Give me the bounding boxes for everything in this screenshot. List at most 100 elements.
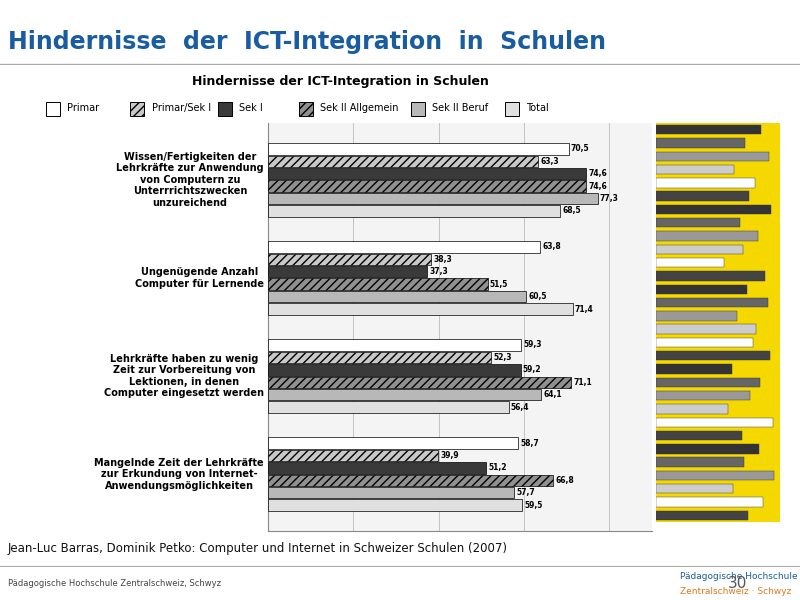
Bar bbox=[268, 278, 488, 290]
Bar bbox=[656, 125, 762, 134]
Bar bbox=[656, 205, 771, 214]
FancyBboxPatch shape bbox=[505, 102, 518, 116]
Bar bbox=[656, 218, 740, 227]
Bar bbox=[656, 298, 768, 307]
Text: Jean-Luc Barras, Dominik Petko: Computer und Internet in Schweizer Schulen (2007: Jean-Luc Barras, Dominik Petko: Computer… bbox=[8, 542, 508, 555]
Bar bbox=[268, 499, 522, 511]
Bar bbox=[268, 254, 431, 265]
Text: 52,3: 52,3 bbox=[494, 353, 512, 362]
Text: 38,3: 38,3 bbox=[434, 255, 452, 264]
Bar bbox=[656, 444, 759, 454]
Bar bbox=[656, 497, 762, 507]
Text: 63,8: 63,8 bbox=[542, 242, 561, 251]
Text: 37,3: 37,3 bbox=[430, 267, 448, 276]
Text: 51,5: 51,5 bbox=[490, 280, 508, 289]
Bar bbox=[268, 437, 518, 449]
FancyBboxPatch shape bbox=[46, 102, 60, 116]
Text: Sek II Allgemein: Sek II Allgemein bbox=[320, 103, 398, 113]
Bar bbox=[656, 471, 774, 480]
Bar bbox=[656, 178, 755, 188]
Text: 59,3: 59,3 bbox=[523, 340, 542, 349]
Text: 58,7: 58,7 bbox=[521, 439, 539, 448]
Bar bbox=[656, 418, 773, 427]
Bar bbox=[268, 377, 571, 388]
Text: Primar: Primar bbox=[67, 103, 99, 113]
Bar bbox=[656, 138, 746, 148]
FancyBboxPatch shape bbox=[411, 102, 425, 116]
Text: 74,6: 74,6 bbox=[589, 169, 607, 178]
Bar bbox=[268, 291, 526, 302]
Text: 77,3: 77,3 bbox=[600, 194, 619, 203]
Bar bbox=[268, 168, 586, 179]
Text: Hindernisse  der  ICT-Integration  in  Schulen: Hindernisse der ICT-Integration in Schul… bbox=[8, 29, 606, 53]
Bar bbox=[268, 401, 509, 413]
Bar bbox=[268, 487, 514, 499]
Text: 68,5: 68,5 bbox=[562, 206, 581, 215]
Bar bbox=[656, 377, 760, 387]
FancyBboxPatch shape bbox=[218, 102, 231, 116]
Text: 71,4: 71,4 bbox=[574, 305, 594, 314]
Text: Sek II Beruf: Sek II Beruf bbox=[433, 103, 489, 113]
Bar bbox=[268, 475, 553, 486]
Text: 51,2: 51,2 bbox=[489, 463, 507, 472]
Bar bbox=[656, 431, 742, 440]
Bar bbox=[268, 241, 540, 253]
Text: Hindernisse der ICT-Integration in Schulen: Hindernisse der ICT-Integration in Schul… bbox=[191, 74, 489, 88]
Text: 59,5: 59,5 bbox=[524, 500, 542, 509]
Text: 60,5: 60,5 bbox=[528, 292, 546, 301]
Bar bbox=[268, 339, 521, 350]
Bar bbox=[656, 191, 749, 201]
Text: 30: 30 bbox=[727, 576, 747, 591]
Bar bbox=[656, 232, 758, 241]
Bar bbox=[656, 325, 757, 334]
Bar bbox=[656, 351, 770, 361]
Bar bbox=[268, 364, 521, 376]
Text: Primar/Sek I: Primar/Sek I bbox=[152, 103, 211, 113]
Bar bbox=[268, 389, 542, 400]
Text: Mangelnde Zeit der Lehrkräfte
zur Erkundung von Internet-
Anwendungsmöglichkeite: Mangelnde Zeit der Lehrkräfte zur Erkund… bbox=[94, 458, 264, 491]
Text: 71,1: 71,1 bbox=[574, 378, 592, 387]
Bar bbox=[268, 450, 438, 461]
Bar bbox=[656, 364, 732, 374]
Bar bbox=[268, 193, 598, 204]
Text: Pädagogische Hochschule Zentralschweiz, Schwyz: Pädagogische Hochschule Zentralschweiz, … bbox=[8, 579, 221, 588]
Bar bbox=[268, 462, 486, 473]
Text: Wissen/Fertigkeiten der
Lehrkräfte zur Anwendung
von Computern zu
Unterrrichtszw: Wissen/Fertigkeiten der Lehrkräfte zur A… bbox=[116, 152, 264, 208]
Bar bbox=[268, 143, 569, 155]
Bar bbox=[268, 266, 427, 277]
Bar bbox=[656, 338, 753, 347]
Text: 74,6: 74,6 bbox=[589, 182, 607, 191]
FancyBboxPatch shape bbox=[299, 102, 313, 116]
Bar bbox=[656, 271, 765, 281]
Text: Lehrkräfte haben zu wenig
Zeit zur Vorbereitung von
Lektionen, in denen
Computer: Lehrkräfte haben zu wenig Zeit zur Vorbe… bbox=[104, 353, 264, 398]
Text: 66,8: 66,8 bbox=[555, 476, 574, 485]
Text: 64,1: 64,1 bbox=[544, 390, 562, 399]
Text: Pädagogische Hochschule: Pädagogische Hochschule bbox=[680, 572, 798, 581]
FancyBboxPatch shape bbox=[130, 102, 144, 116]
Text: Total: Total bbox=[526, 103, 549, 113]
Bar bbox=[656, 457, 744, 467]
Bar bbox=[656, 165, 734, 174]
Bar bbox=[268, 155, 538, 167]
Bar bbox=[656, 258, 724, 268]
Bar bbox=[268, 352, 491, 363]
Bar bbox=[656, 284, 746, 294]
Text: Sek I: Sek I bbox=[239, 103, 263, 113]
Bar bbox=[656, 245, 742, 254]
Bar bbox=[656, 484, 733, 493]
Text: 39,9: 39,9 bbox=[440, 451, 459, 460]
Bar bbox=[656, 404, 728, 413]
Bar bbox=[656, 152, 769, 161]
Text: 63,3: 63,3 bbox=[540, 157, 559, 166]
Text: Zentralschweiz · Schwyz: Zentralschweiz · Schwyz bbox=[680, 587, 792, 596]
Bar bbox=[268, 304, 573, 315]
Text: 57,7: 57,7 bbox=[516, 488, 535, 497]
Bar bbox=[268, 181, 586, 192]
Text: 70,5: 70,5 bbox=[571, 145, 590, 154]
Text: 59,2: 59,2 bbox=[522, 365, 542, 374]
Bar bbox=[268, 205, 560, 217]
Text: Ungenügende Anzahl
Computer für Lernende: Ungenügende Anzahl Computer für Lernende bbox=[135, 267, 264, 289]
Text: 56,4: 56,4 bbox=[510, 403, 530, 412]
Bar bbox=[656, 391, 750, 400]
Bar bbox=[656, 511, 748, 520]
